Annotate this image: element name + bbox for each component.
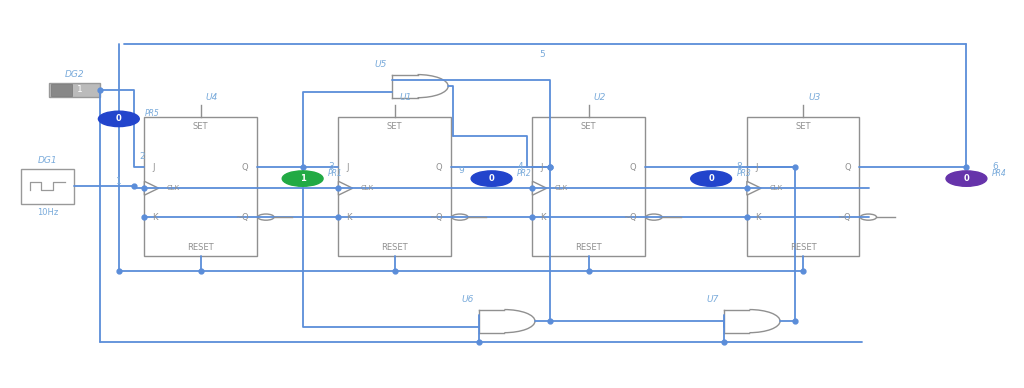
Text: ~Q: ~Q [429, 213, 442, 222]
Text: RESET: RESET [381, 242, 408, 252]
Text: 6: 6 [992, 162, 997, 171]
Bar [746, 117, 859, 256]
Text: 9: 9 [459, 166, 464, 175]
Text: U2: U2 [594, 93, 606, 102]
Text: PR5: PR5 [144, 109, 159, 118]
Text: ~Q: ~Q [838, 213, 851, 222]
Text: Q: Q [845, 163, 851, 171]
Text: SET: SET [387, 122, 402, 131]
Text: U7: U7 [707, 295, 719, 304]
Text: 1: 1 [116, 177, 122, 186]
Text: 4: 4 [517, 162, 522, 171]
Text: 0: 0 [488, 174, 495, 183]
Text: RESET: RESET [790, 242, 816, 252]
Text: J: J [346, 163, 349, 171]
Text: 1: 1 [300, 174, 305, 183]
Text: K: K [541, 213, 546, 222]
Polygon shape [746, 181, 761, 195]
Text: CLK: CLK [769, 185, 782, 191]
Text: RESET: RESET [575, 242, 602, 252]
Text: 5: 5 [540, 50, 546, 59]
Text: 8: 8 [736, 162, 742, 171]
Text: ~Q: ~Q [234, 213, 249, 222]
Text: Q: Q [630, 163, 637, 171]
Text: 0: 0 [116, 114, 122, 123]
Bar [20, 169, 74, 204]
Text: J: J [541, 163, 543, 171]
Text: DG2: DG2 [66, 70, 85, 79]
Text: 3: 3 [328, 162, 334, 171]
Circle shape [471, 171, 512, 186]
Text: U3: U3 [808, 93, 820, 102]
Text: CLK: CLK [360, 185, 374, 191]
Text: RESET: RESET [187, 242, 214, 252]
Polygon shape [532, 181, 547, 195]
Text: ~Q: ~Q [623, 213, 637, 222]
Text: 0: 0 [709, 174, 714, 183]
Circle shape [691, 171, 731, 186]
Text: K: K [153, 213, 158, 222]
Text: PR4: PR4 [992, 169, 1007, 178]
Bar [532, 117, 645, 256]
Text: Q: Q [242, 163, 249, 171]
Text: PR3: PR3 [736, 169, 752, 178]
Text: PR1: PR1 [328, 169, 343, 178]
Text: U4: U4 [206, 93, 218, 102]
Text: 10Hz: 10Hz [37, 208, 58, 217]
Text: PR2: PR2 [517, 169, 531, 178]
Bar [144, 117, 257, 256]
Circle shape [98, 111, 139, 126]
Text: SET: SET [193, 122, 208, 131]
Bar [338, 117, 451, 256]
Circle shape [946, 171, 987, 186]
Text: K: K [755, 213, 761, 222]
Text: SET: SET [796, 122, 811, 131]
Text: SET: SET [581, 122, 596, 131]
Text: CLK: CLK [555, 185, 568, 191]
Text: J: J [153, 163, 155, 171]
Text: DG1: DG1 [38, 156, 57, 165]
Circle shape [283, 171, 324, 186]
Bar [49, 83, 100, 97]
Text: 2: 2 [139, 152, 144, 161]
Text: CLK: CLK [167, 185, 180, 191]
Text: U6: U6 [462, 295, 474, 304]
Text: U5: U5 [375, 60, 387, 69]
Text: U1: U1 [399, 93, 412, 102]
Bar [51, 84, 72, 96]
Polygon shape [144, 181, 159, 195]
Text: 0: 0 [964, 174, 970, 183]
Text: 1: 1 [77, 85, 83, 95]
Text: K: K [346, 213, 352, 222]
Text: J: J [755, 163, 758, 171]
Text: Q: Q [436, 163, 442, 171]
Polygon shape [338, 181, 352, 195]
